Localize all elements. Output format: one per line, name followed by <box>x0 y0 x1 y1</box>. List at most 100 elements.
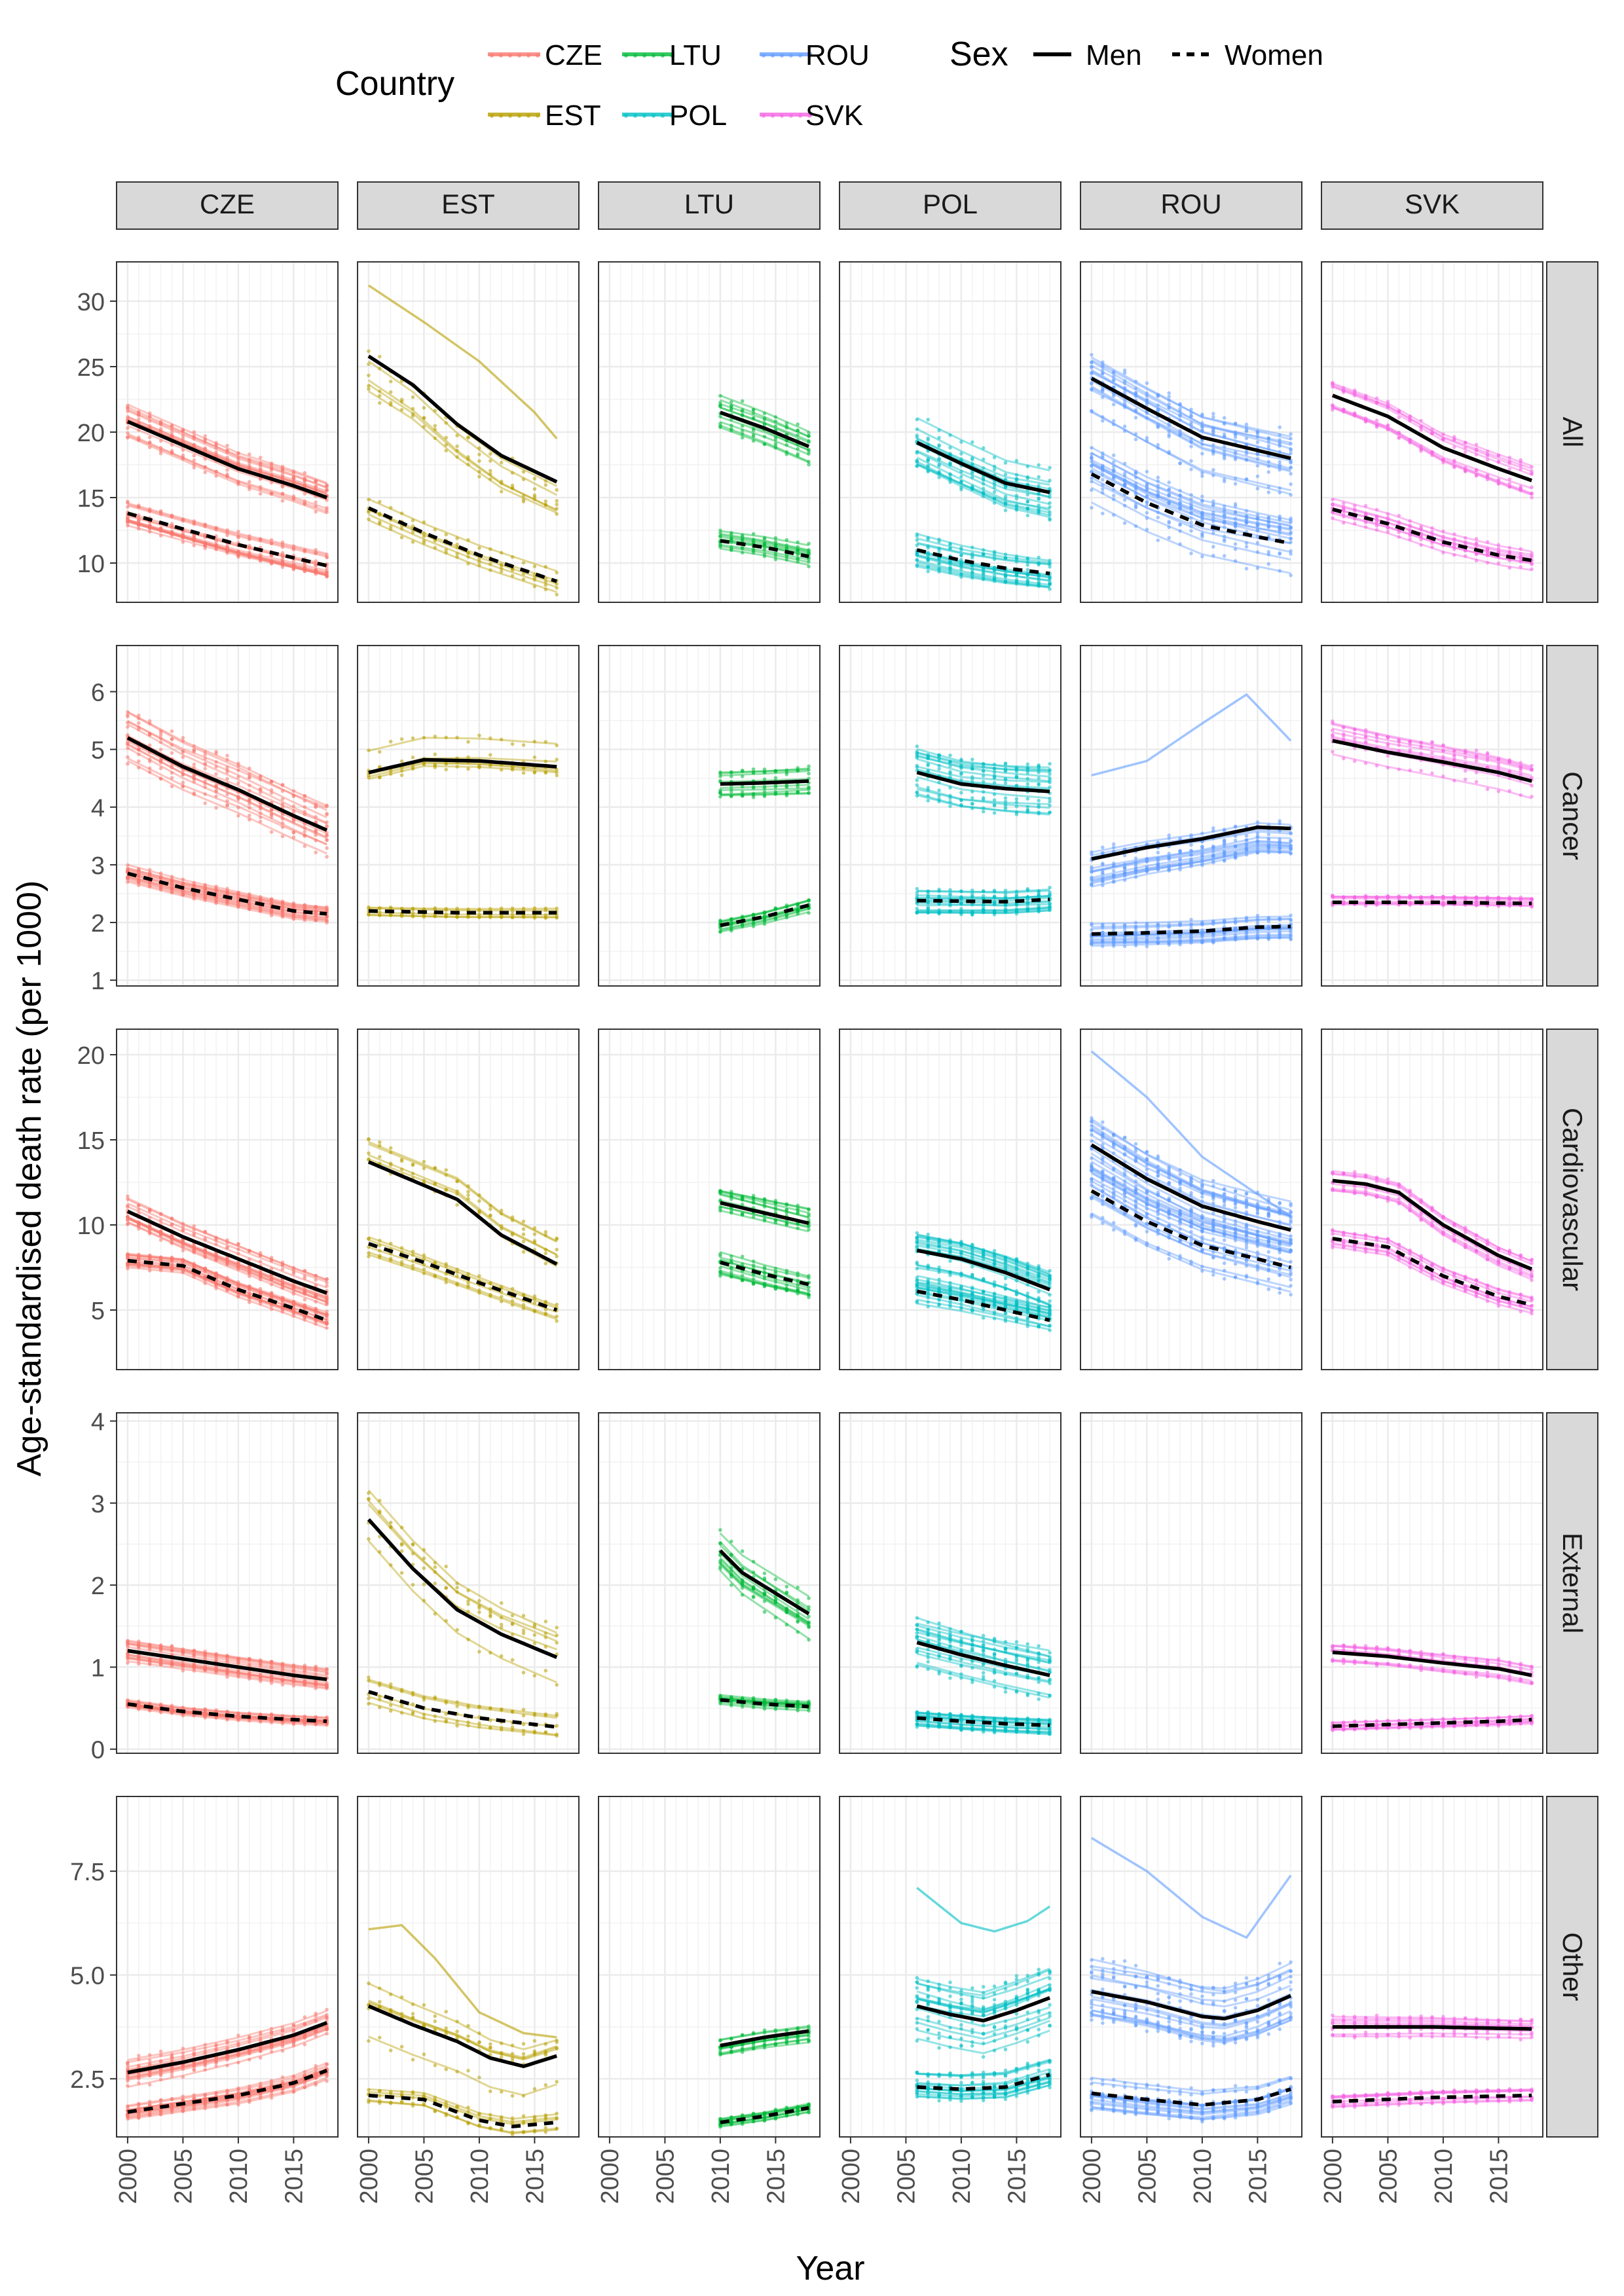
region-dot-men <box>269 830 274 834</box>
region-dot-women <box>258 909 263 913</box>
region-dot-men <box>1048 761 1052 766</box>
region-dot-men <box>1342 732 1346 736</box>
region-dot-men <box>555 502 559 507</box>
region-dot-men <box>455 433 459 438</box>
region-dot-women <box>1289 549 1293 553</box>
region-dot-men <box>729 404 733 408</box>
y-tick-label: 10 <box>77 551 105 578</box>
region-dot-men <box>477 733 481 738</box>
region-dot-men <box>1441 432 1445 436</box>
region-dot-women <box>510 555 515 559</box>
region-dot-men <box>137 417 141 422</box>
region-dot-men <box>1244 458 1249 462</box>
region-dot-women <box>325 555 329 559</box>
region-dot-women <box>1244 521 1249 525</box>
region-dot-men <box>1156 403 1160 407</box>
region-dot-women <box>1122 474 1127 478</box>
region-line-women <box>368 498 557 572</box>
region-dot-men <box>1397 767 1401 771</box>
region-dot-women <box>147 884 152 889</box>
region-dot-men <box>992 811 997 815</box>
region-dot-men <box>444 443 448 447</box>
region-dot-men <box>280 804 285 809</box>
legend-key-dot <box>490 54 494 58</box>
region-dot-women <box>280 915 285 919</box>
legend-key-dot <box>652 54 655 58</box>
region-dot-men <box>1014 473 1019 477</box>
y-tick-label: 15 <box>77 485 105 513</box>
region-dot-men <box>236 795 240 799</box>
panel-cancer-svk <box>1321 645 1543 987</box>
region-dot-men <box>1111 842 1116 847</box>
region-dot-women <box>291 558 296 563</box>
region-dot-women <box>796 560 800 564</box>
region-dot-men <box>258 484 263 489</box>
region-dot-women <box>926 558 930 563</box>
region-dot-men <box>773 769 778 773</box>
region-dot-men <box>1463 441 1467 445</box>
region-dot-women <box>762 541 767 545</box>
region-dot-women <box>137 519 141 523</box>
region-dot-men <box>1003 473 1008 477</box>
region-dot-men <box>1375 424 1379 428</box>
region-dot-men <box>1014 797 1019 801</box>
region-dot-men <box>181 436 185 441</box>
region-dot-men <box>314 850 318 854</box>
region-dot-men <box>915 751 919 756</box>
region-dot-men <box>1441 755 1445 759</box>
region-dot-women <box>1134 471 1138 475</box>
region-dot-women <box>181 877 185 882</box>
region-dot-men <box>477 469 481 474</box>
region-dot-men <box>248 783 251 788</box>
region-dot-men <box>1200 471 1204 475</box>
region-dot-women <box>1167 481 1171 484</box>
region-dot-women <box>325 908 329 913</box>
strip-box <box>839 181 1061 230</box>
region-dot-women <box>1167 941 1171 945</box>
region-dot-women <box>948 568 952 572</box>
region-dot-women <box>796 908 800 913</box>
region-dot-men <box>1419 769 1423 773</box>
region-dot-men <box>203 470 208 475</box>
region-dot-men <box>1048 465 1052 470</box>
region-dot-men <box>158 452 163 456</box>
region-dot-women <box>751 532 756 536</box>
region-dot-women <box>1037 583 1041 587</box>
region-dot-men <box>1178 403 1182 407</box>
region-dot-women <box>367 498 371 501</box>
region-dot-women <box>1025 886 1030 891</box>
region-dot-men <box>1025 805 1030 809</box>
region-dot-men <box>521 771 526 775</box>
region-dot-women <box>1003 909 1008 913</box>
region-dot-men <box>1122 379 1127 383</box>
region-dot-men <box>773 792 778 796</box>
region-dot-men <box>444 435 448 440</box>
region-dot-men <box>948 759 952 764</box>
region-dot-women <box>1167 933 1171 938</box>
region-dot-men <box>203 465 208 469</box>
region-dot-men <box>1363 740 1368 744</box>
region-dot-men <box>1289 851 1293 855</box>
region-dot-women <box>1189 503 1193 508</box>
region-dot-men <box>740 428 745 433</box>
region-dot-women <box>970 545 974 549</box>
region-dot-women <box>1463 549 1467 553</box>
region-dot-men <box>1233 853 1238 857</box>
region-dot-men <box>718 401 722 405</box>
region-dot-men <box>147 419 152 423</box>
region-dot-women <box>1037 909 1041 914</box>
region-dot-women <box>521 560 526 565</box>
region-dot-men <box>1189 411 1193 415</box>
region-dot-men <box>937 753 941 757</box>
region-dot-men <box>1507 459 1512 464</box>
region-dot-men <box>1178 849 1182 854</box>
region-dot-men <box>1474 754 1479 757</box>
region-dot-women <box>192 543 196 547</box>
region-dot-women <box>291 902 296 907</box>
region-dot-men <box>1037 492 1041 496</box>
outlier-line <box>367 284 558 440</box>
region-dot-men <box>992 803 997 807</box>
legend-sex-label-men: Men <box>1086 39 1142 71</box>
region-dot-women <box>1363 525 1368 529</box>
strip-label-all: All <box>1557 417 1588 448</box>
